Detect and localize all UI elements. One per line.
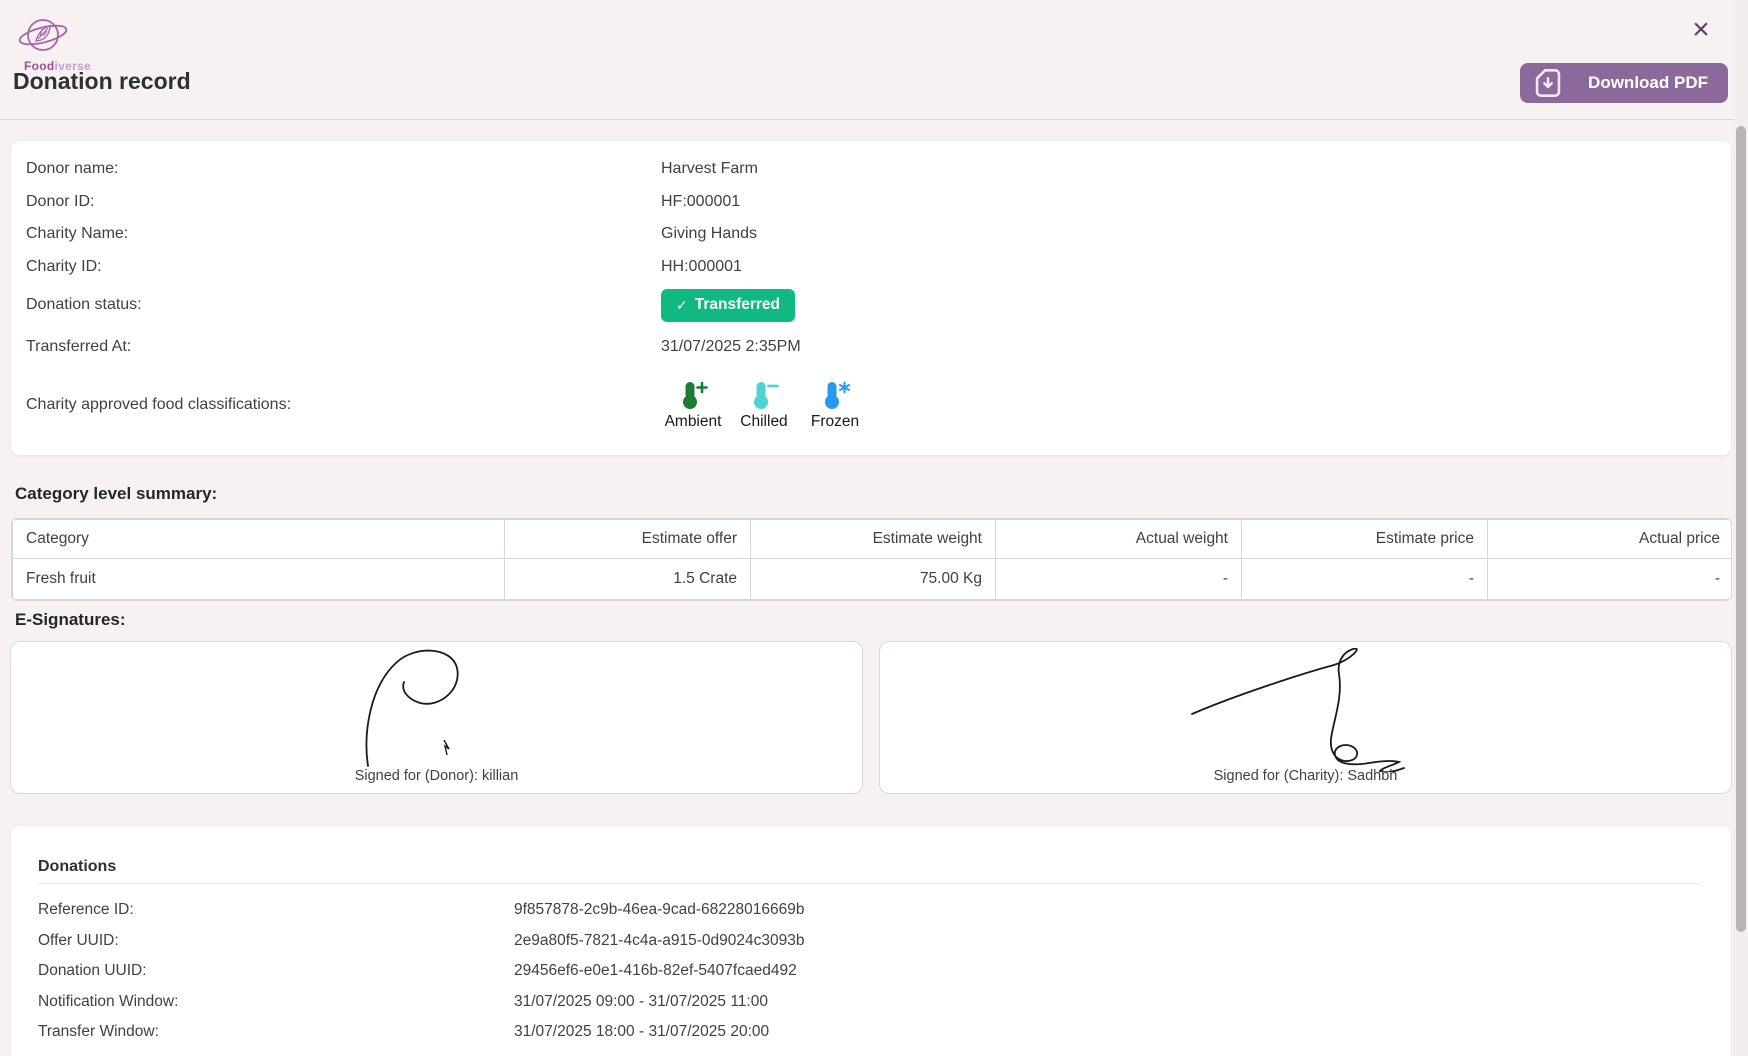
- reference-id-label: Reference ID:: [38, 901, 134, 919]
- charity-name-label: Charity Name:: [26, 225, 129, 243]
- table-row: Fresh fruit 1.5 Crate 75.00 Kg - - -: [12, 558, 1731, 600]
- classification-label-frozen: Frozen: [810, 412, 860, 430]
- record-row-transferred: Transferred At: 31/07/2025 2:35PM: [11, 327, 1731, 367]
- classification-label-chilled: Chilled: [740, 412, 788, 430]
- donations-heading: Donations: [38, 858, 117, 875]
- col-estimate-offer: Estimate offer: [504, 519, 751, 559]
- donation-uuid-value: 29456ef6-e0e1-416b-82ef-5407fcaed492: [514, 962, 797, 980]
- check-icon: ✓: [676, 296, 688, 313]
- notification-window-value: 31/07/2025 09:00 - 31/07/2025 11:00: [514, 992, 768, 1010]
- signature-box-charity: Signed for (Charity): Sadhbh: [879, 641, 1732, 794]
- scrollbar-track[interactable]: [1734, 0, 1748, 1056]
- esignatures-heading: E-Signatures:: [15, 610, 126, 629]
- table-header-row: Category Estimate offer Estimate weight …: [12, 519, 1731, 559]
- status-badge-label: Transferred: [694, 296, 781, 313]
- close-icon[interactable]: ×: [1692, 13, 1710, 46]
- thermometer-frozen-icon: [825, 381, 850, 409]
- classification-chilled: Chilled: [732, 380, 796, 431]
- transfer-window-value: 31/07/2025 18:00 - 31/07/2025 20:00: [514, 1023, 770, 1041]
- donation-row: Notification Window: 31/07/2025 09:00 - …: [38, 987, 1704, 1018]
- thermometer-ambient-icon: [683, 381, 708, 409]
- col-actual-price: Actual price: [1487, 519, 1731, 559]
- donor-name-label: Donor name:: [26, 160, 119, 178]
- charity-name-value: Giving Hands: [661, 225, 758, 243]
- charity-id-label: Charity ID:: [26, 257, 102, 275]
- scrollbar-thumb[interactable]: [1736, 126, 1746, 932]
- donor-id-label: Donor ID:: [26, 192, 95, 210]
- col-actual-weight: Actual weight: [995, 519, 1242, 559]
- status-badge: ✓ Transferred: [661, 288, 796, 322]
- download-pdf-button[interactable]: Download PDF: [1520, 63, 1728, 103]
- brand-iverse: iverse: [54, 59, 92, 73]
- classifications-label: Charity approved food classifications:: [26, 396, 292, 413]
- offer-uuid-label: Offer UUID:: [38, 931, 119, 949]
- signature-caption-charity: Signed for (Charity): Sadhbh: [1213, 768, 1398, 784]
- donation-row: Transfer Window: 31/07/2025 18:00 - 31/0…: [38, 1017, 1704, 1048]
- brand-text: Foodiverse: [24, 59, 135, 73]
- record-row: Donor name: Harvest Farm: [11, 153, 1731, 186]
- cell-estimate-weight: 75.00 Kg: [750, 558, 996, 600]
- cell-actual-price: -: [1487, 558, 1731, 600]
- record-row-status: Donation status: ✓ Transferred: [11, 283, 1731, 327]
- foodiverse-logo: Foodiverse: [15, 14, 135, 73]
- col-estimate-weight: Estimate weight: [750, 519, 996, 559]
- offer-uuid-value: 2e9a80f5-7821-4c4a-a915-0d9024c3093b: [514, 931, 805, 949]
- brand-food: Food: [24, 59, 55, 73]
- planet-leaf-logo-icon: [18, 19, 68, 51]
- donation-uuid-label: Donation UUID:: [38, 962, 147, 980]
- charity-id-value: HH:000001: [661, 257, 742, 275]
- cell-estimate-offer: 1.5 Crate: [504, 558, 751, 600]
- file-download-icon: [1535, 69, 1561, 97]
- classification-ambient: Ambient: [661, 380, 725, 431]
- thermometer-chilled-icon: [754, 381, 779, 409]
- signature-box-donor: Signed for (Donor): killian: [10, 641, 863, 794]
- donation-record-card: Donor name: Harvest Farm Donor ID: HF:00…: [10, 140, 1732, 456]
- classification-label-ambient: Ambient: [664, 412, 722, 430]
- col-estimate-price: Estimate price: [1241, 519, 1488, 559]
- donor-signature-drawing: [365, 649, 459, 767]
- donations-divider: [38, 883, 1699, 884]
- transfer-window-label: Transfer Window:: [38, 1023, 159, 1041]
- cell-category: Fresh fruit: [12, 558, 505, 600]
- transferred-at-label: Transferred At:: [26, 338, 132, 355]
- transferred-at-value: 31/07/2025 2:35PM: [661, 338, 801, 355]
- donations-card: Donations Reference ID: 9f857878-2c9b-46…: [10, 825, 1732, 1056]
- donation-row: Reference ID: 9f857878-2c9b-46ea-9cad-68…: [38, 895, 1704, 926]
- notification-window-label: Notification Window:: [38, 992, 179, 1010]
- record-row: Charity Name: Giving Hands: [11, 218, 1731, 251]
- download-pdf-label: Download PDF: [1588, 73, 1708, 92]
- cell-actual-weight: -: [995, 558, 1242, 600]
- charity-signature-drawing: [1190, 648, 1405, 772]
- classification-group: Ambient Chilled: [661, 380, 867, 431]
- cell-estimate-price: -: [1241, 558, 1488, 600]
- donor-id-value: HF:000001: [661, 192, 741, 210]
- reference-id-value: 9f857878-2c9b-46ea-9cad-68228016669b: [514, 901, 805, 919]
- donation-status-label: Donation status:: [26, 296, 142, 313]
- header: Foodiverse Donation record × Download PD…: [0, 0, 1748, 120]
- page-title: Donation record: [13, 68, 191, 94]
- record-row: Donor ID: HF:000001: [11, 186, 1731, 219]
- donation-row: Offer UUID: 2e9a80f5-7821-4c4a-a915-0d90…: [38, 926, 1704, 957]
- record-row-classifications: Charity approved food classifications: A…: [11, 367, 1731, 443]
- category-summary-table: Category Estimate offer Estimate weight …: [11, 518, 1732, 601]
- record-row: Charity ID: HH:000001: [11, 251, 1731, 284]
- category-summary-heading: Category level summary:: [15, 484, 218, 503]
- donation-row: Donation UUID: 29456ef6-e0e1-416b-82ef-5…: [38, 956, 1704, 987]
- signature-caption-donor: Signed for (Donor): killian: [354, 768, 519, 784]
- col-category: Category: [12, 519, 505, 559]
- classification-frozen: Frozen: [803, 380, 867, 431]
- donor-name-value: Harvest Farm: [661, 160, 758, 178]
